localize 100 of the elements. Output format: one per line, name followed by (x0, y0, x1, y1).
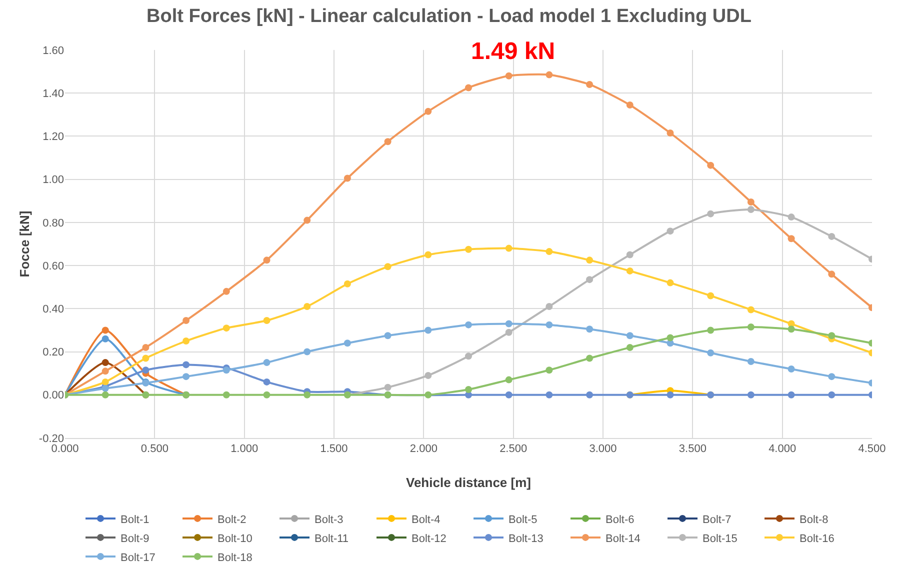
point (222, 366, 230, 374)
point (788, 235, 795, 242)
point (586, 276, 594, 284)
point (263, 256, 270, 264)
point (586, 391, 594, 398)
point (546, 71, 553, 78)
y-tick-label: 0.60 (42, 260, 64, 272)
legend-label: Bolt-14 (606, 532, 640, 545)
point (828, 232, 836, 240)
point (546, 321, 553, 328)
point (465, 84, 472, 92)
point (546, 303, 553, 310)
point (788, 326, 795, 333)
point (142, 366, 150, 374)
x-tick-label: 3.500 (678, 443, 706, 456)
point (747, 306, 754, 314)
point (626, 101, 634, 108)
legend-label: Bolt-9 (120, 532, 150, 545)
point (626, 332, 634, 340)
point (747, 206, 754, 214)
point (344, 280, 351, 288)
y-tick-label: 1.00 (42, 174, 64, 186)
legend-label: Bolt-11 (314, 532, 349, 545)
point (102, 359, 109, 366)
legend-label: Bolt-3 (314, 514, 344, 526)
point (707, 326, 714, 334)
point (788, 214, 795, 221)
point (626, 267, 634, 274)
point (263, 359, 270, 366)
point (424, 108, 432, 115)
point (707, 292, 714, 300)
point (626, 251, 634, 258)
x-axis-title: Vehicle distance [m] (406, 475, 531, 490)
y-tick-label: 1.40 (42, 88, 64, 100)
point (828, 332, 836, 340)
point (263, 378, 270, 386)
legend-label: Bolt-7 (702, 514, 732, 526)
legend-label: Bolt-16 (800, 532, 834, 545)
point (505, 376, 512, 384)
point (707, 162, 714, 169)
point (102, 335, 109, 342)
x-tick-label: 2.000 (410, 443, 438, 456)
point (222, 288, 230, 295)
point (424, 391, 432, 398)
point (384, 263, 392, 270)
point (182, 338, 190, 344)
point (747, 198, 754, 206)
y-tick-label: 1.20 (42, 131, 64, 144)
point (142, 344, 150, 351)
point (182, 373, 190, 380)
point (424, 326, 432, 334)
point (102, 391, 109, 398)
point (505, 320, 512, 328)
point (788, 366, 795, 373)
point (344, 174, 351, 182)
point (586, 80, 594, 88)
point (788, 391, 795, 398)
legend-label: Bolt-13 (508, 532, 544, 545)
point (666, 129, 674, 136)
point (304, 348, 311, 356)
point (304, 391, 311, 398)
legend-label: Bolt-6 (606, 514, 634, 526)
legend-label: Bolt-5 (508, 514, 538, 526)
point (666, 391, 674, 398)
point (546, 248, 553, 256)
point (505, 328, 512, 336)
x-tick-label: 0.500 (140, 443, 168, 456)
point (304, 303, 311, 310)
point (586, 354, 594, 362)
legend-label: Bolt-4 (412, 514, 440, 526)
point (707, 349, 714, 356)
point (222, 391, 230, 398)
point (182, 317, 190, 324)
point (747, 391, 754, 398)
point (384, 332, 392, 340)
point (828, 373, 836, 380)
x-tick-label: 3.000 (589, 443, 617, 456)
x-tick-label: 4.000 (768, 443, 796, 456)
point (424, 251, 432, 258)
point (828, 270, 836, 278)
x-tick-label: 0.000 (51, 443, 79, 456)
point (505, 72, 512, 80)
point (304, 216, 311, 224)
point (505, 244, 512, 252)
point (747, 358, 754, 365)
point (102, 378, 109, 386)
annotation: 1.49 kN (471, 38, 556, 65)
legend-label: Bolt-10 (218, 532, 252, 545)
point (465, 386, 472, 393)
point (263, 317, 270, 324)
point (384, 138, 392, 146)
y-axis-title: Focce [kN] (17, 210, 32, 278)
point (465, 352, 472, 360)
y-tick-label: 0.00 (42, 390, 64, 402)
point (102, 368, 109, 375)
point (344, 340, 351, 347)
point (666, 279, 674, 286)
y-tick-label: 0.20 (42, 346, 64, 359)
point (828, 391, 836, 398)
point (546, 391, 553, 398)
